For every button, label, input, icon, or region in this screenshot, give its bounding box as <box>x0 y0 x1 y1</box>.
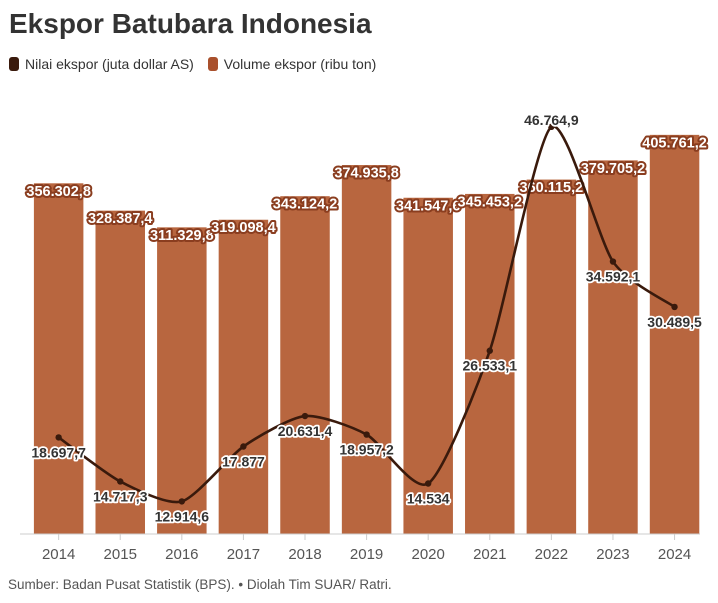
svg-text:14.534: 14.534 <box>407 490 450 506</box>
svg-text:356.302,8: 356.302,8 <box>26 184 91 200</box>
svg-text:405.761,2: 405.761,2 <box>642 135 707 151</box>
svg-text:26.533,1: 26.533,1 <box>463 358 518 374</box>
svg-text:18.697,7: 18.697,7 <box>31 444 86 460</box>
svg-text:2016: 2016 <box>165 546 198 563</box>
svg-text:311.329,8: 311.329,8 <box>150 228 214 244</box>
svg-text:374.935,8: 374.935,8 <box>334 166 399 182</box>
svg-text:30.489,5: 30.489,5 <box>647 314 702 330</box>
svg-text:2024: 2024 <box>658 546 691 563</box>
svg-text:2018: 2018 <box>288 546 321 563</box>
svg-text:46.764,9: 46.764,9 <box>524 112 579 128</box>
svg-text:20.631,4: 20.631,4 <box>278 423 333 439</box>
svg-text:17.877: 17.877 <box>222 454 265 470</box>
svg-text:2017: 2017 <box>227 546 260 563</box>
svg-text:343.124,2: 343.124,2 <box>273 197 338 213</box>
svg-text:2015: 2015 <box>104 546 137 563</box>
svg-text:14.717,3: 14.717,3 <box>93 488 148 504</box>
svg-text:2019: 2019 <box>350 546 383 563</box>
svg-text:379.705,2: 379.705,2 <box>581 161 646 177</box>
svg-text:2022: 2022 <box>535 546 568 563</box>
svg-text:319.098,4: 319.098,4 <box>211 220 276 236</box>
svg-text:345.453,2: 345.453,2 <box>458 194 523 210</box>
svg-text:2021: 2021 <box>473 546 506 563</box>
svg-text:2023: 2023 <box>596 546 629 563</box>
svg-text:2020: 2020 <box>412 546 445 563</box>
svg-text:328.387,4: 328.387,4 <box>88 211 153 227</box>
svg-text:18.957,2: 18.957,2 <box>339 442 394 458</box>
svg-text:34.592,1: 34.592,1 <box>586 269 641 285</box>
svg-text:2014: 2014 <box>42 546 75 563</box>
svg-text:12.914,6: 12.914,6 <box>155 508 210 524</box>
svg-text:341.547,6: 341.547,6 <box>396 198 461 214</box>
